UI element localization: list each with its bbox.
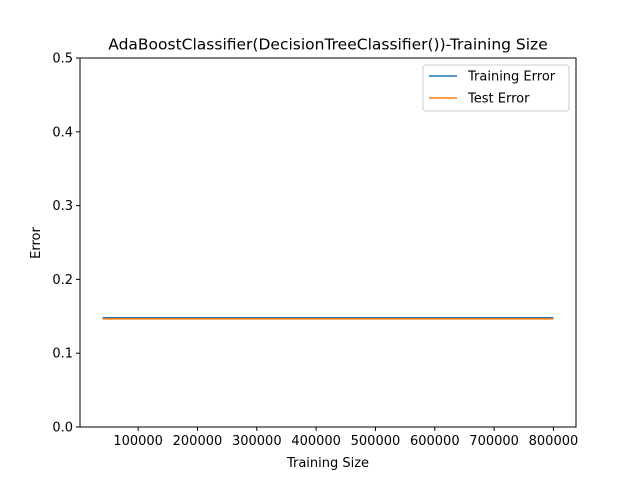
legend: Training Error Test Error <box>422 64 570 112</box>
plot-frame <box>79 57 577 428</box>
x-tick-label: 100000 <box>113 434 163 449</box>
y-tick-label: 0.3 <box>52 199 73 214</box>
x-tick-label: 700000 <box>469 434 519 449</box>
y-tick-label: 0.2 <box>52 273 73 288</box>
y-axis-label: Error <box>29 227 44 259</box>
legend-label: Test Error <box>467 92 530 107</box>
x-tick-label: 200000 <box>173 434 223 449</box>
chart-title: AdaBoostClassifier(DecisionTreeClassifie… <box>108 36 547 54</box>
x-tick-label: 800000 <box>529 434 579 449</box>
x-axis-label: Training Size <box>286 456 369 471</box>
legend-label: Training Error <box>467 70 556 85</box>
x-tick-label: 600000 <box>410 434 460 449</box>
y-tick-label: 0.0 <box>52 421 73 436</box>
x-tick-label: 300000 <box>232 434 282 449</box>
ticks-layer: 100000 200000 300000 400000 500000 600000 7000… <box>52 52 578 450</box>
series-layer <box>102 316 554 320</box>
legend-box <box>422 64 570 112</box>
y-tick-label: 0.5 <box>52 52 73 67</box>
y-tick-label: 0.4 <box>52 125 73 140</box>
y-tick-label: 0.1 <box>52 347 73 362</box>
x-tick-label: 500000 <box>351 434 401 449</box>
x-tick-label: 400000 <box>291 434 341 449</box>
